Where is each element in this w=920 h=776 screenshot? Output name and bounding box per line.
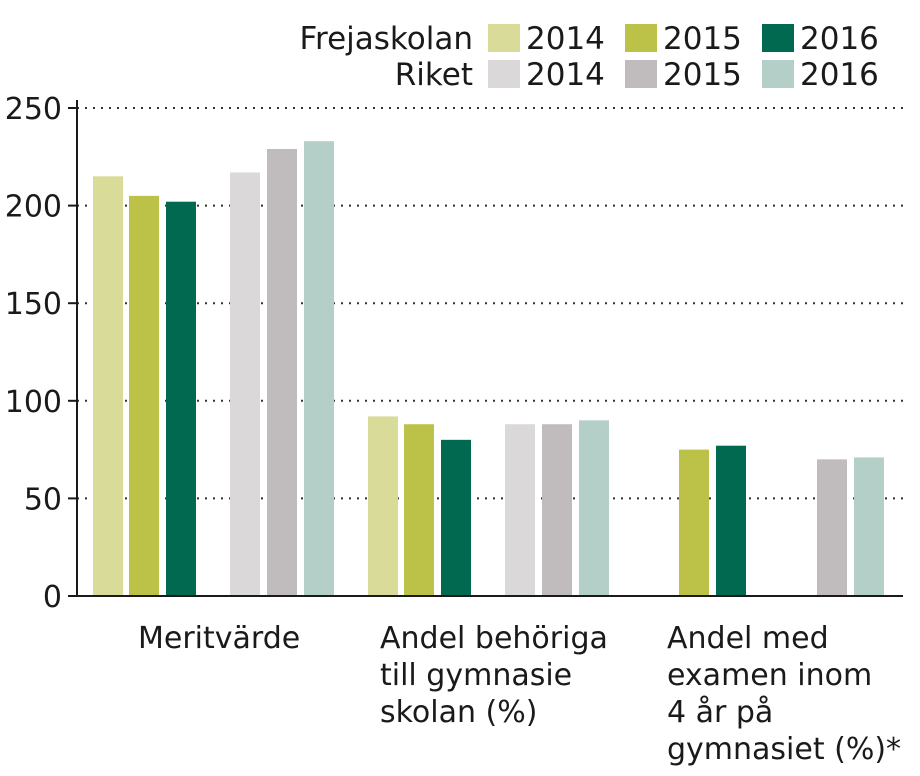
bar-riket-2016-cat2 <box>579 420 609 596</box>
bar-riket-2016-cat3 <box>854 457 884 596</box>
legend-swatch-frejaskolan-2016 <box>762 24 794 52</box>
y-tick-label: 50 <box>24 482 62 517</box>
y-tick-label: 0 <box>43 580 62 615</box>
legend-swatch-riket-2016 <box>762 60 794 88</box>
legend-year-label: 2016 <box>800 57 879 93</box>
y-axis-tick-labels: 0 50 100 150 200 250 <box>5 92 77 615</box>
y-tick-label: 200 <box>5 190 62 225</box>
bar-frejaskolan-2015-cat2 <box>404 424 434 596</box>
bar-riket-2015-cat1 <box>267 148 297 596</box>
legend-swatch-riket-2014 <box>488 60 520 88</box>
y-tick-label: 100 <box>5 385 62 420</box>
bar-frejaskolan-2016-cat1 <box>166 201 196 597</box>
y-tick-label: 250 <box>5 92 62 127</box>
bar-frejaskolan-2016-cat2 <box>441 439 471 596</box>
x-axis-category-labels: Meritvärde Andel behöriga till gymnasie sko… <box>138 621 901 767</box>
legend: Frejaskolan 2014 2015 2016 Riket 2014 2015 2016 <box>299 21 878 93</box>
bar-riket-2015-cat3 <box>817 459 847 596</box>
gridlines <box>77 107 903 500</box>
bar-frejaskolan-2016-cat3 <box>716 445 746 596</box>
bar-frejaskolan-2014-cat1 <box>93 176 123 596</box>
bar-frejaskolan-2015-cat1 <box>129 195 159 596</box>
legend-year-label: 2016 <box>800 21 879 57</box>
y-tick-label: 150 <box>5 287 62 322</box>
bar-riket-2016-cat1 <box>304 141 334 596</box>
bars <box>93 141 884 597</box>
legend-swatch-frejaskolan-2015 <box>625 24 657 52</box>
category-label: Andel behöriga till gymnasie skolan (%) <box>380 621 608 730</box>
axes <box>76 100 903 597</box>
category-label: Andel med examen inom 4 år på gymnasiet (%)… <box>667 621 901 767</box>
bar-frejaskolan-2015-cat3 <box>679 449 709 596</box>
legend-year-label: 2014 <box>526 21 605 57</box>
bar-riket-2014-cat2 <box>505 424 535 596</box>
category-label: Meritvärde <box>138 621 300 656</box>
legend-group-label: Frejaskolan <box>299 21 473 57</box>
legend-year-label: 2015 <box>663 57 742 93</box>
legend-swatch-frejaskolan-2014 <box>488 24 520 52</box>
legend-year-label: 2015 <box>663 21 742 57</box>
legend-swatch-riket-2015 <box>625 60 657 88</box>
legend-year-label: 2014 <box>526 57 605 93</box>
legend-group-label: Riket <box>395 57 473 93</box>
bar-riket-2014-cat1 <box>230 172 260 596</box>
bar-frejaskolan-2014-cat2 <box>368 416 398 596</box>
bar-riket-2015-cat2 <box>542 424 572 596</box>
